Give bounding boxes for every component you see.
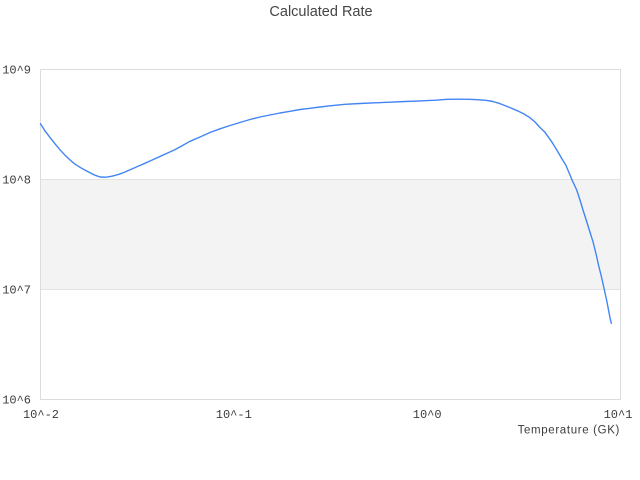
svg-text:10^6: 10^6 (2, 393, 31, 407)
svg-text:10^0: 10^0 (413, 408, 442, 422)
svg-text:10^-2: 10^-2 (23, 408, 59, 422)
svg-text:10^7: 10^7 (2, 283, 31, 297)
svg-text:10^-1: 10^-1 (216, 408, 252, 422)
svg-text:10^9: 10^9 (2, 63, 31, 77)
svg-text:Temperature (GK): Temperature (GK) (518, 425, 620, 437)
svg-text:10^8: 10^8 (2, 173, 31, 187)
svg-text:10^1: 10^1 (604, 408, 633, 422)
svg-text:Calculated Rate: Calculated Rate (269, 4, 372, 20)
